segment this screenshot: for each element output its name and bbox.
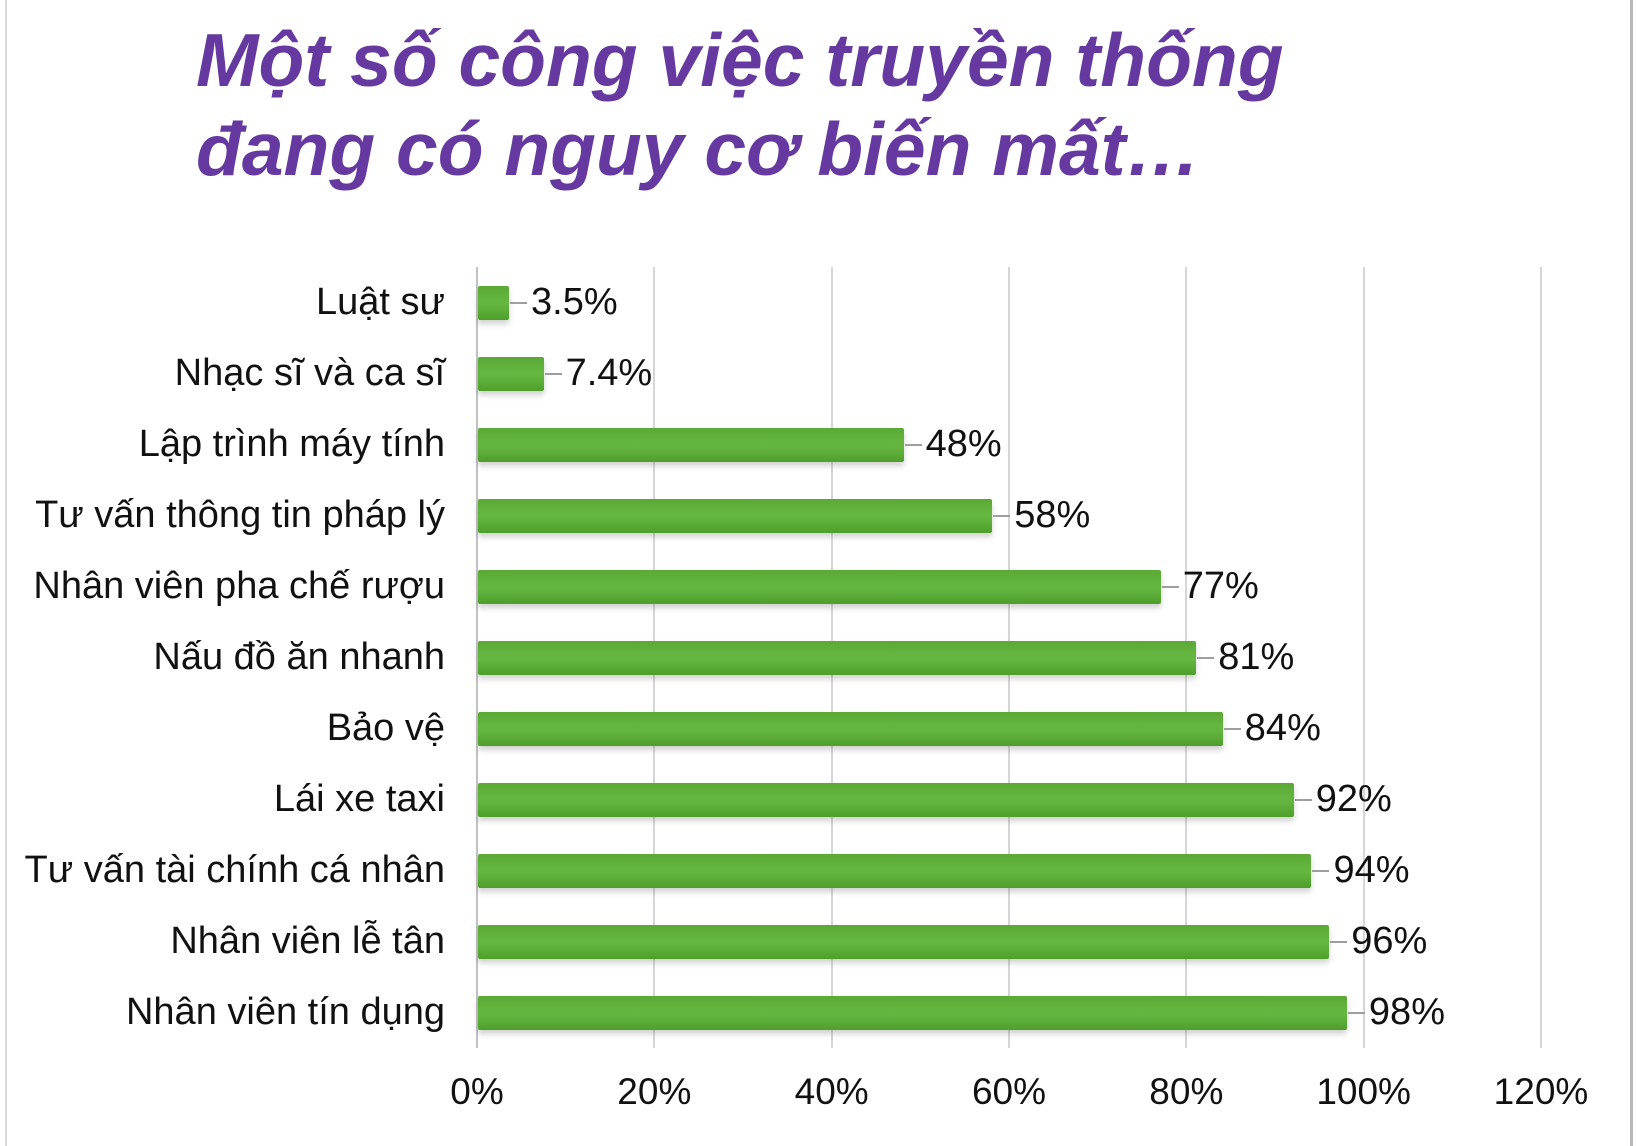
leader-line-10 xyxy=(1347,1011,1365,1014)
value-label-4: 77% xyxy=(1182,565,1259,607)
chart-title-line1: Một số công việc truyền thống xyxy=(196,18,1284,102)
category-label-5: Nấu đồ ăn nhanh xyxy=(153,636,445,678)
x-tick-label-40%: 40% xyxy=(794,1071,869,1112)
value-label-6: 84% xyxy=(1244,707,1321,749)
bar-4 xyxy=(478,569,1161,604)
value-label-3: 58% xyxy=(1014,494,1091,536)
x-tick-label-120%: 120% xyxy=(1493,1071,1589,1112)
x-tick-label-60%: 60% xyxy=(971,1071,1047,1112)
bar-6 xyxy=(478,711,1223,746)
category-label-8: Tư vấn tài chính cá nhân xyxy=(24,849,445,891)
value-label-0: 3.5% xyxy=(531,281,618,323)
category-label-1: Nhạc sĩ và ca sĩ xyxy=(174,352,445,394)
category-label-7: Lái xe taxi xyxy=(273,778,445,820)
category-label-4: Nhân viên pha chế rượu xyxy=(33,565,445,607)
y-axis-line xyxy=(476,267,478,1048)
x-tick-label-100%: 100% xyxy=(1316,1071,1411,1112)
value-label-7: 92% xyxy=(1315,778,1392,820)
category-label-0: Luật sư xyxy=(316,281,445,323)
bar-5 xyxy=(478,640,1197,675)
leader-line-3 xyxy=(993,514,1011,517)
leader-line-8 xyxy=(1312,869,1330,872)
bar-9 xyxy=(478,924,1330,959)
gridline-120% xyxy=(1540,267,1542,1048)
bar-1 xyxy=(478,356,544,391)
bar-7 xyxy=(478,782,1294,817)
slide-left-edge xyxy=(5,0,7,1146)
value-label-9: 96% xyxy=(1351,920,1428,962)
value-label-1: 7.4% xyxy=(565,352,653,394)
bar-3 xyxy=(478,498,993,533)
bar-8 xyxy=(478,853,1312,888)
leader-line-9 xyxy=(1330,940,1348,943)
leader-line-2 xyxy=(904,443,922,446)
leader-line-0 xyxy=(510,301,528,304)
chart-title-line2: đang có nguy cơ biến mất… xyxy=(196,107,1201,191)
category-label-9: Nhân viên lễ tân xyxy=(170,920,445,962)
category-label-10: Nhân viên tín dụng xyxy=(125,991,445,1033)
x-tick-label-20%: 20% xyxy=(617,1071,692,1112)
bar-2 xyxy=(478,427,904,462)
gridline-100% xyxy=(1362,267,1365,1048)
value-label-5: 81% xyxy=(1218,636,1295,678)
leader-line-5 xyxy=(1197,656,1215,659)
plot-area: 3.5% 7.4% 48% 58% 77% 81% 84% 92% 94% 96% 98% xyxy=(476,267,1542,1048)
slide-right-edge xyxy=(1630,0,1633,1146)
chart-title: Một số công việc truyền thống đang có ng… xyxy=(196,16,1476,194)
value-label-8: 94% xyxy=(1333,849,1410,891)
category-label-2: Lập trình máy tính xyxy=(138,423,445,465)
x-tick-label-0%: 0% xyxy=(450,1071,504,1112)
bar-10 xyxy=(478,995,1347,1030)
leader-line-6 xyxy=(1223,727,1241,730)
category-label-3: Tư vấn thông tin pháp lý xyxy=(35,494,445,536)
leader-line-4 xyxy=(1161,585,1179,588)
category-label-6: Bảo vệ xyxy=(326,707,445,749)
bar-0 xyxy=(478,285,510,320)
value-label-2: 48% xyxy=(925,423,1002,465)
x-tick-label-80%: 80% xyxy=(1149,1071,1224,1112)
leader-line-7 xyxy=(1294,798,1312,801)
leader-line-1 xyxy=(544,372,562,375)
value-label-10: 98% xyxy=(1368,991,1445,1033)
